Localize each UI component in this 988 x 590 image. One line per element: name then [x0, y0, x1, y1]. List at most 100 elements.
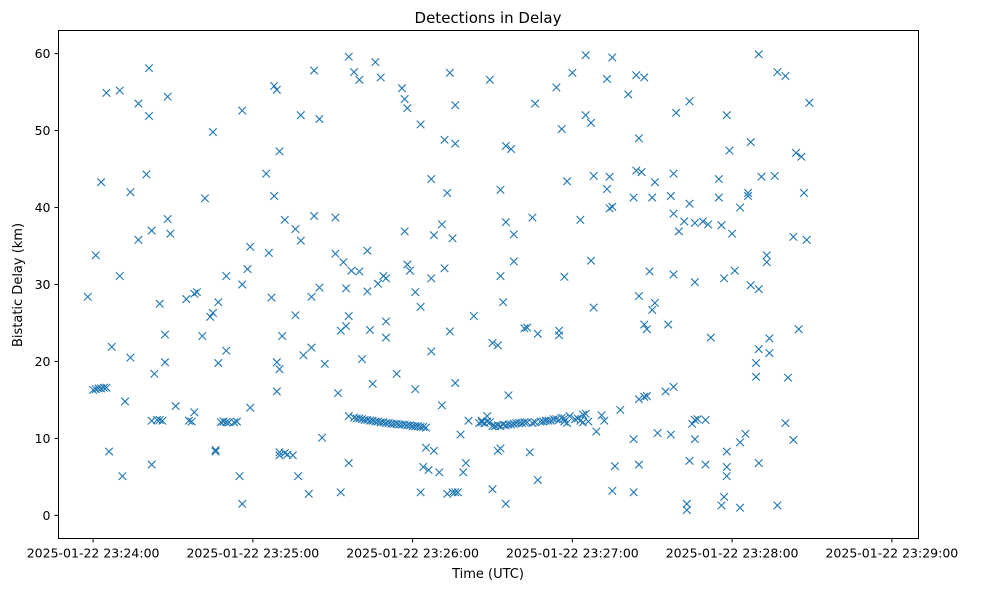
data-point-212: [496, 444, 505, 453]
data-point-79: [277, 331, 287, 341]
data-points: [83, 50, 814, 515]
data-point-278: [600, 416, 609, 425]
data-point-110: [344, 458, 353, 468]
data-point-375: [789, 232, 798, 241]
data-point-15: [120, 397, 130, 406]
data-point-302: [642, 391, 652, 401]
data-point-55: [222, 346, 231, 355]
data-point-180: [443, 188, 452, 198]
data-point-353: [741, 429, 750, 439]
data-point-330: [690, 435, 700, 444]
data-point-344: [722, 462, 731, 472]
data-point-342: [719, 274, 729, 283]
data-point-259: [562, 418, 572, 428]
data-point-235: [525, 448, 534, 457]
data-point-73: [272, 387, 282, 396]
data-point-370: [773, 501, 782, 510]
data-point-69: [267, 293, 276, 302]
data-point-37: [182, 294, 191, 304]
data-point-307: [650, 177, 660, 187]
data-point-325: [685, 456, 694, 465]
data-point-241: [533, 475, 542, 485]
data-point-7: [99, 383, 108, 392]
data-point-195: [469, 311, 479, 321]
data-point-30: [158, 416, 167, 425]
x-axis-ticks: 2025-01-22 23:24:00 2025-01-22 23:25:00 20…: [27, 538, 958, 561]
data-point-81: [280, 448, 290, 458]
data-point-44: [200, 194, 210, 203]
data-point-318: [672, 108, 681, 118]
data-point-270: [581, 110, 590, 120]
data-point-143: [392, 369, 401, 378]
data-point-18: [134, 99, 143, 108]
data-point-102: [336, 488, 345, 497]
data-point-168: [421, 443, 431, 452]
data-point-173: [429, 231, 439, 240]
data-point-88: [296, 236, 305, 245]
data-point-368: [765, 334, 774, 343]
data-point-38: [184, 416, 194, 425]
data-point-321: [682, 499, 692, 509]
chart-title: Detections in Delay: [415, 9, 562, 27]
data-point-54: [222, 271, 231, 281]
data-point-338: [714, 193, 723, 202]
data-point-182: [445, 68, 455, 78]
x-tick-label-3: 2025-01-22 23:27:00: [506, 546, 639, 561]
plot-frame: [58, 30, 919, 539]
data-point-92: [307, 343, 316, 352]
data-point-70: [269, 81, 279, 91]
data-point-214: [496, 271, 505, 281]
data-point-296: [634, 460, 644, 469]
data-point-78: [275, 451, 284, 460]
data-point-109: [344, 311, 353, 321]
data-point-29: [155, 415, 164, 425]
data-point-172: [427, 347, 436, 356]
data-point-249: [552, 83, 561, 92]
data-point-1: [88, 385, 98, 395]
data-point-328: [690, 218, 700, 228]
data-point-178: [440, 264, 449, 273]
data-point-324: [685, 199, 694, 208]
data-point-155: [405, 266, 415, 275]
data-point-39: [187, 417, 196, 426]
data-point-175: [435, 468, 444, 477]
data-point-139: [381, 333, 391, 342]
data-point-107: [344, 52, 353, 61]
data-point-118: [357, 354, 367, 364]
data-point-122: [363, 287, 372, 296]
data-point-319: [674, 227, 684, 236]
data-point-313: [666, 430, 676, 439]
data-point-85: [291, 224, 300, 234]
data-point-272: [586, 118, 596, 128]
data-point-227: [509, 230, 518, 239]
data-point-45: [206, 312, 215, 322]
data-point-299: [640, 73, 649, 82]
data-point-367: [765, 348, 774, 358]
data-point-126: [368, 379, 377, 388]
data-point-188: [451, 139, 460, 148]
data-point-189: [451, 488, 460, 497]
data-point-0: [83, 292, 92, 302]
data-point-372: [781, 71, 790, 81]
data-point-10: [104, 447, 114, 456]
data-point-191: [456, 430, 465, 439]
data-point-341: [719, 492, 729, 502]
data-point-276: [592, 427, 601, 436]
data-point-14: [118, 471, 127, 481]
data-point-322: [682, 505, 692, 515]
data-point-346: [722, 110, 731, 120]
data-point-26: [150, 369, 159, 378]
data-point-264: [576, 215, 585, 225]
y-tick-label-1: 10: [35, 431, 51, 446]
data-point-34: [163, 214, 172, 224]
data-point-291: [629, 435, 638, 444]
data-point-31: [160, 330, 170, 339]
data-point-289: [629, 193, 638, 202]
data-point-361: [754, 344, 763, 354]
data-point-123: [363, 246, 372, 255]
data-point-365: [762, 251, 771, 260]
data-point-105: [341, 284, 351, 293]
data-point-352: [735, 503, 745, 512]
